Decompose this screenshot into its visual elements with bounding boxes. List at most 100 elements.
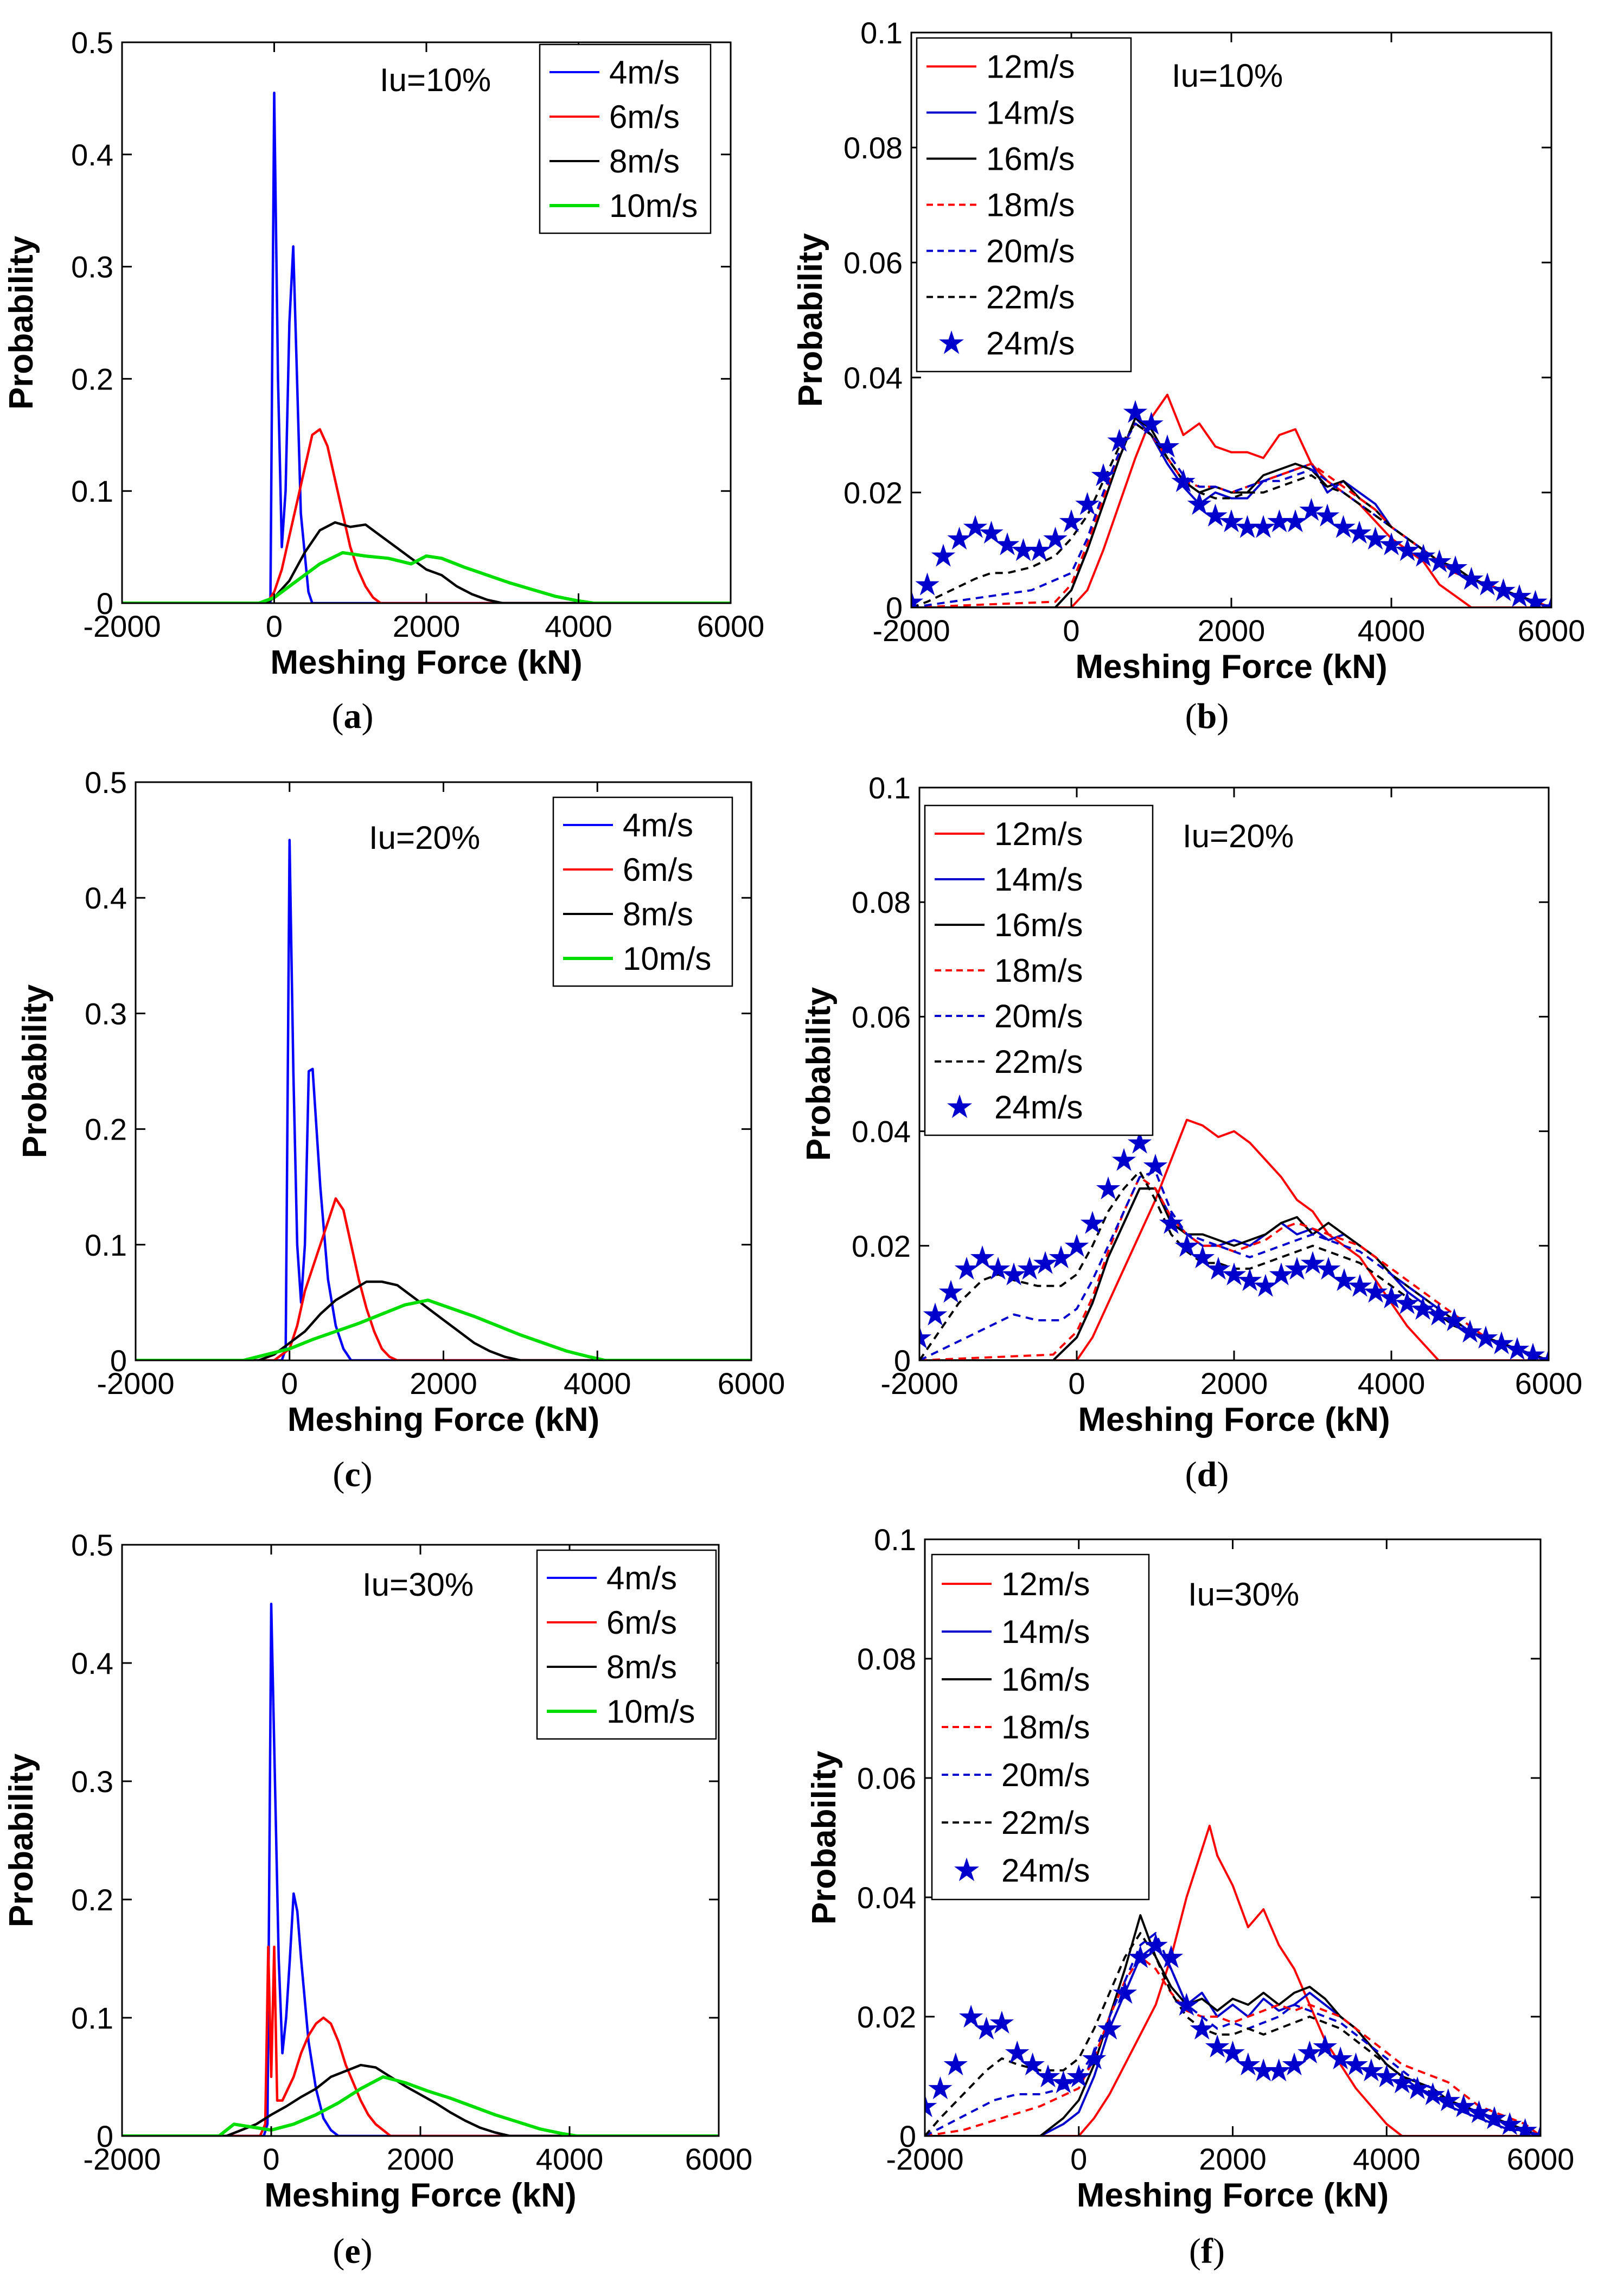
series-marker-point: ★	[897, 584, 925, 619]
series-marker-point: ★	[1346, 1269, 1374, 1304]
series-marker-point: ★	[1372, 2059, 1401, 2094]
series-marker-point: ★	[1009, 533, 1038, 568]
series-24m-s: ★★★★★★★★★★★★★★★★★★★★★★★★★★★★★★★★★★★★★★★★…	[897, 395, 1551, 619]
series-marker-point: ★	[1526, 2119, 1555, 2154]
series-marker-point: ★	[1234, 2047, 1262, 2082]
y-tick-label: 0	[110, 1344, 127, 1378]
x-tick-label: 4000	[1353, 2142, 1421, 2176]
series-marker-point: ★	[1465, 2095, 1493, 2130]
x-tick-label: 4000	[545, 609, 612, 643]
series-marker-point: ★	[1203, 2029, 1231, 2064]
caption-paren-open: (	[332, 696, 344, 736]
series-marker-point: ★	[926, 2071, 954, 2106]
caption-paren-close: )	[362, 696, 374, 736]
series-marker-point: ★	[942, 2047, 970, 2082]
series-marker-point: ★	[953, 1251, 981, 1287]
series-marker-point: ★	[1049, 2065, 1077, 2100]
y-tick-label: 0	[97, 586, 113, 621]
series-marker-point: ★	[1267, 1257, 1295, 1293]
legend: 4m/s 6m/s 8m/s 10m/s	[536, 1549, 717, 1740]
series-marker-point: ★	[1126, 1940, 1154, 1975]
series-marker-point: ★	[1314, 1251, 1343, 1287]
series-marker-point: ★	[937, 1274, 965, 1309]
legend-label: 20m/s	[1001, 1757, 1090, 1793]
x-axis-label: Meshing Force (kN)	[1075, 648, 1387, 686]
caption-letter: e	[344, 2231, 360, 2271]
y-tick-label: 0	[97, 2119, 113, 2153]
x-tick-label: 6000	[1507, 2142, 1575, 2176]
y-tick-label: 0.06	[843, 246, 903, 280]
series-marker-point: ★	[984, 1251, 1012, 1287]
series-marker-point: ★	[1362, 1274, 1390, 1309]
series-marker-point: ★	[1313, 498, 1341, 533]
series-marker-point: ★	[1157, 1206, 1185, 1241]
y-tick-label: 0.02	[852, 1229, 911, 1263]
series-marker-point: ★	[1490, 573, 1518, 608]
series-line-10m-s	[122, 551, 731, 603]
series-marker-point: ★	[911, 2089, 939, 2124]
y-tick-label: 0	[886, 591, 903, 625]
series-marker-point: ★	[988, 2005, 1016, 2041]
series-marker-point: ★	[945, 521, 974, 557]
legend-label: 16m/s	[994, 907, 1083, 943]
caption-letter: d	[1197, 1455, 1217, 1494]
x-axis-label: Meshing Force (kN)	[264, 2177, 576, 2214]
legend-swatch-star: ★	[952, 1852, 981, 1888]
series-marker-point: ★	[1496, 2107, 1524, 2142]
x-tick-label: 0	[263, 2142, 279, 2176]
series-marker-point: ★	[1326, 2041, 1354, 2076]
y-tick-label: 0.1	[85, 1228, 127, 1262]
caption-paren-open: (	[1189, 2231, 1201, 2271]
legend-label: 10m/s	[623, 941, 711, 977]
legend-label: 4m/s	[606, 1560, 677, 1596]
legend-box	[552, 796, 733, 987]
x-tick-label: 2000	[1198, 613, 1266, 648]
series-marker-point: ★	[961, 510, 989, 545]
legend-label: 10m/s	[606, 1693, 695, 1730]
series-marker-point: ★	[1449, 2089, 1478, 2124]
series-line-12m-s	[911, 393, 1551, 607]
series-marker-point: ★	[1121, 395, 1149, 430]
series-marker-point: ★	[1409, 1291, 1437, 1327]
y-tick-label: 0.02	[843, 476, 903, 510]
x-tick-label: 4000	[1358, 1366, 1426, 1400]
series-marker-point: ★	[1015, 1251, 1044, 1287]
series-marker-point: ★	[1217, 504, 1245, 539]
y-axis-label: Probability	[16, 984, 54, 1158]
legend-label: 8m/s	[606, 1649, 677, 1685]
series-marker-point: ★	[1345, 515, 1373, 551]
series-marker-point: ★	[1065, 2059, 1093, 2094]
series-marker-point: ★	[1138, 406, 1166, 442]
legend-box	[536, 1549, 717, 1740]
y-tick-label: 0.3	[85, 996, 127, 1031]
series-marker-point: ★	[1170, 464, 1198, 499]
series-line-12m-s	[925, 1825, 1541, 2136]
series-marker-point: ★	[1078, 1206, 1107, 1241]
series-marker-point: ★	[1281, 504, 1309, 539]
x-axis-label: Meshing Force (kN)	[287, 1401, 599, 1438]
y-axis-label: Probability	[792, 233, 829, 407]
y-axis-label: Probability	[800, 987, 838, 1161]
series-marker-point: ★	[1266, 504, 1294, 539]
legend: 4m/s 6m/s 8m/s 10m/s	[552, 796, 733, 987]
legend-label: 16m/s	[1001, 1661, 1090, 1698]
y-tick-label: 0.5	[85, 765, 127, 800]
series-marker-point: ★	[1185, 487, 1213, 522]
series-marker-point: ★	[1441, 550, 1469, 585]
y-tick-label: 0.08	[843, 131, 903, 165]
x-tick-label: -2000	[83, 2142, 161, 2176]
legend-label: 22m/s	[1001, 1805, 1090, 1841]
y-tick-label: 0	[899, 2119, 916, 2153]
series-marker-point: ★	[1172, 1987, 1200, 2023]
series-marker-point: ★	[1283, 1251, 1311, 1287]
y-tick-label: 0.1	[868, 771, 911, 805]
x-tick-label: 2000	[393, 609, 461, 643]
series-marker-point: ★	[957, 1999, 985, 2035]
series-marker-point: ★	[1025, 533, 1053, 568]
series-line-6m-s	[136, 1197, 751, 1360]
chart-panel-a: -2000 0 2000 4000 600000.10.20.30.40.5Meshin…	[3, 25, 764, 736]
y-axis-label: Probability	[3, 235, 40, 410]
caption-letter: a	[344, 696, 362, 736]
series-marker-point: ★	[1472, 1320, 1500, 1355]
series-marker-point: ★	[1434, 2083, 1462, 2118]
